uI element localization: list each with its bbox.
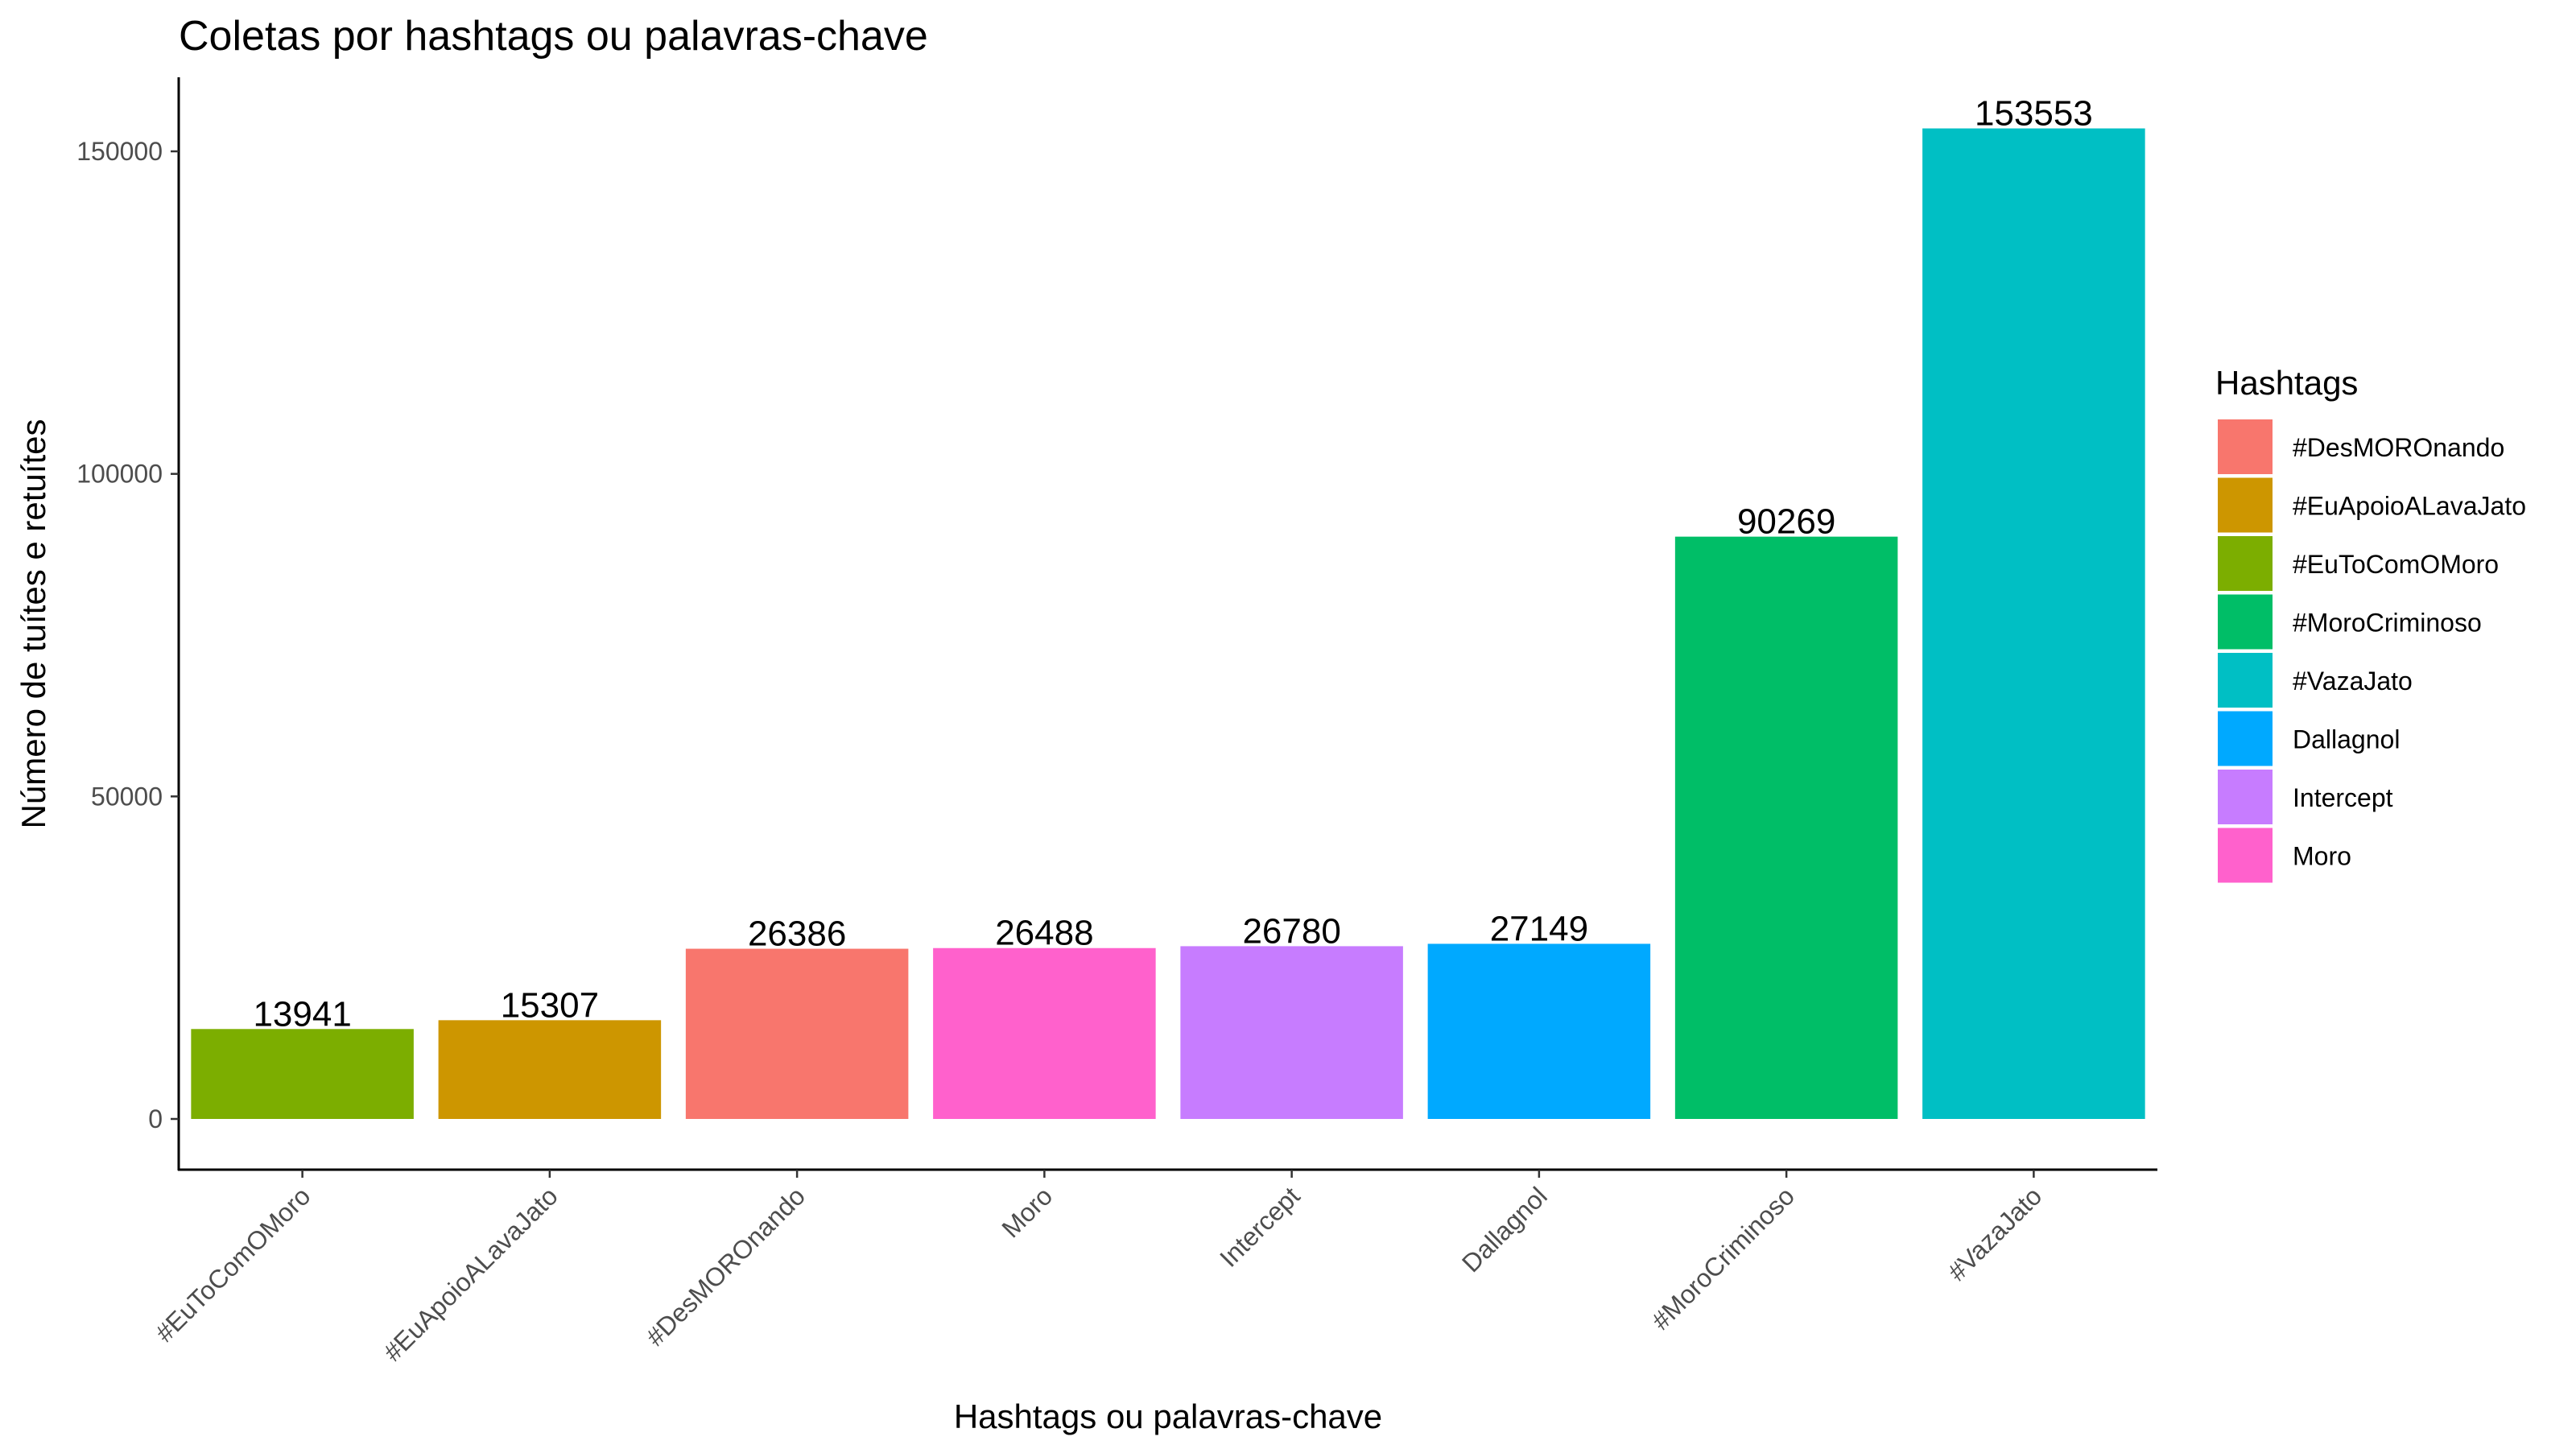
- legend-swatch: [2218, 653, 2273, 708]
- legend-swatch: [2218, 711, 2273, 766]
- legend-swatch: [2218, 770, 2273, 824]
- x-axis-title: Hashtags ou palavras-chave: [954, 1397, 1382, 1435]
- bar-value-label: 26386: [748, 914, 846, 954]
- legend-swatch: [2218, 594, 2273, 650]
- bar-value-label: 13941: [253, 994, 351, 1034]
- legend-label: Intercept: [2293, 783, 2393, 812]
- bar: [1674, 536, 1898, 1119]
- legend-label: Dallagnol: [2293, 725, 2400, 754]
- legend-swatch: [2218, 419, 2273, 474]
- legend-swatch: [2218, 828, 2273, 883]
- bar-value-label: 90269: [1737, 502, 1835, 542]
- x-ticks-group: #EuToComOMoro #EuApoioALavaJato #DesMOROna…: [150, 1170, 2047, 1367]
- legend-label: #EuApoioALavaJato: [2293, 492, 2526, 521]
- data-labels-group: 13941 15307 26386 26488 26780 27149 90269 15355…: [253, 94, 2092, 1034]
- y-tick-label: 150000: [76, 137, 163, 166]
- bar: [1922, 128, 2145, 1120]
- x-tick-label: #DesMOROnando: [640, 1181, 811, 1352]
- legend-label: #DesMOROnando: [2293, 433, 2504, 462]
- bar: [1427, 943, 1651, 1119]
- legend-label: #EuToComOMoro: [2293, 550, 2499, 579]
- x-tick-label: Dallagnol: [1456, 1181, 1553, 1278]
- chart-title: Coletas por hashtags ou palavras-chave: [179, 13, 928, 60]
- bar-value-label: 15307: [501, 985, 599, 1025]
- legend-label: Moro: [2293, 842, 2351, 871]
- bar: [685, 948, 909, 1119]
- bar: [933, 947, 1156, 1119]
- legend-label: #VazaJato: [2293, 667, 2413, 696]
- x-tick-label: Intercept: [1214, 1181, 1306, 1273]
- x-tick-label: #VazaJato: [1942, 1181, 2048, 1286]
- y-tick-label: 100000: [76, 460, 163, 489]
- bar: [438, 1020, 662, 1119]
- legend-swatch: [2218, 477, 2273, 533]
- y-tick-label: 50000: [91, 782, 163, 811]
- bar-value-label: 26488: [995, 914, 1093, 953]
- legend: Hashtags #DesMOROnando #EuApoioALavaJato #…: [2215, 364, 2526, 883]
- x-tick-label: Moro: [996, 1181, 1058, 1243]
- x-tick-label: #MoroCriminoso: [1646, 1181, 1800, 1335]
- y-tick-label: 0: [148, 1104, 163, 1133]
- y-ticks-group: 0 50000 100000 150000: [76, 137, 179, 1133]
- y-axis-title: Número de tuítes e retuítes: [14, 419, 52, 829]
- bar-value-label: 153553: [1975, 94, 2093, 134]
- x-tick-label: #EuApoioALavaJato: [378, 1181, 564, 1367]
- bar-value-label: 26780: [1242, 911, 1340, 951]
- bars-group: [191, 128, 2145, 1120]
- legend-swatch: [2218, 536, 2273, 591]
- legend-title: Hashtags: [2215, 364, 2358, 402]
- legend-label: #MoroCriminoso: [2293, 609, 2482, 638]
- bar: [191, 1029, 414, 1119]
- bar: [1180, 946, 1403, 1119]
- x-tick-label: #EuToComOMoro: [150, 1181, 316, 1348]
- bar-value-label: 27149: [1490, 909, 1588, 948]
